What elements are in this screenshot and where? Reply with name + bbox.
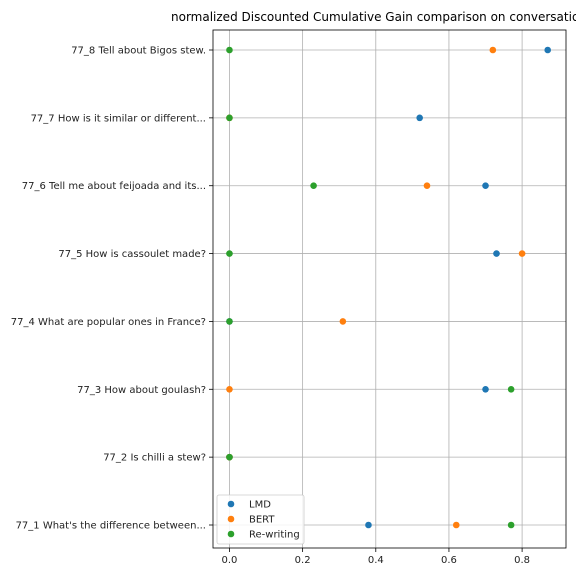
legend-marker (227, 515, 235, 523)
point-re-writing (226, 250, 233, 257)
y-axis: 77_1 What's the difference between... 77_… (11, 46, 213, 532)
point-lmd (416, 114, 423, 122)
y-tick-label: 77_5 How is cassoulet made? (58, 249, 206, 260)
x-tick-label: 0.6 (441, 555, 457, 566)
y-tick-label: 77_7 How is it similar or different... (31, 113, 206, 124)
point-bert (423, 182, 431, 190)
point-re-writing (226, 453, 233, 461)
legend: LMD BERT Re-writing (216, 494, 305, 545)
legend-marker (227, 500, 235, 508)
y-tick-label: 77_6 Tell me about feijoada and its... (22, 181, 206, 192)
point-bert (452, 521, 460, 529)
y-tick-label: 77_2 Is chilli a stew? (103, 453, 206, 464)
legend-label: Re-writing (249, 530, 300, 541)
x-tick-label: 0.4 (368, 555, 384, 566)
y-tick-label: 77_8 Tell about Bigos stew. (71, 46, 206, 57)
point-bert (518, 250, 526, 257)
y-tick-label: 77_4 What are popular ones in France? (11, 317, 206, 328)
point-lmd (482, 385, 489, 393)
x-tick-label: 0.0 (222, 555, 238, 566)
point-bert (339, 318, 347, 325)
y-tick-label: 77_3 How about goulash? (77, 385, 206, 396)
data-points (226, 46, 552, 529)
legend-box (216, 494, 305, 545)
x-axis: 0.0 0.2 0.4 0.6 0.8 (222, 548, 530, 566)
point-lmd (482, 182, 489, 190)
point-re-writing (226, 318, 233, 325)
y-tick-label: 77_1 What's the difference between... (16, 521, 206, 532)
legend-marker (227, 530, 235, 538)
point-lmd (493, 250, 500, 257)
point-bert (489, 46, 497, 54)
legend-label: BERT (249, 515, 275, 526)
point-re-writing (507, 385, 515, 393)
plot-frame (212, 29, 567, 549)
point-lmd (365, 521, 372, 529)
point-lmd (544, 46, 552, 54)
point-re-writing (507, 521, 515, 529)
point-bert (226, 385, 233, 393)
point-re-writing (226, 46, 233, 54)
point-re-writing (310, 182, 317, 190)
legend-label: LMD (249, 500, 271, 511)
chart-title: normalized Discounted Cumulative Gain co… (171, 10, 576, 24)
point-re-writing (226, 114, 233, 122)
x-tick-label: 0.2 (295, 555, 311, 566)
grid (213, 30, 566, 548)
x-tick-label: 0.8 (514, 555, 530, 566)
